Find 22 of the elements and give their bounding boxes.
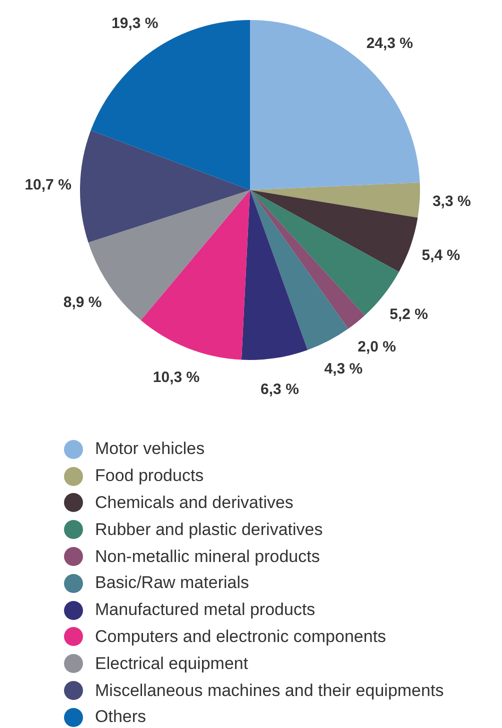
legend-label: Non-metallic mineral products: [95, 546, 320, 567]
data-label: 24,3 %: [366, 35, 414, 52]
legend-label: Miscellaneous machines and their equipments: [95, 680, 444, 701]
data-label: 8,9 %: [63, 294, 102, 312]
legend-label: Others: [95, 707, 146, 728]
legend-label: Chemicals and derivatives: [95, 492, 294, 513]
legend-label: Motor vehicles: [95, 439, 205, 460]
data-label: 19,3 %: [112, 15, 158, 32]
data-label: 2,0 %: [358, 338, 396, 356]
data-label: 10,3 %: [152, 369, 200, 386]
legend-label: Food products: [95, 466, 204, 486]
data-label: 10,7 %: [24, 176, 72, 194]
data-label: 5,4 %: [422, 247, 460, 264]
data-label: 3,3 %: [432, 193, 471, 210]
data-label: 5,2 %: [390, 306, 428, 323]
legend-label: Manufactured metal products: [95, 600, 316, 620]
legend-label: Rubber and plastic derivatives: [95, 520, 323, 540]
legend-label: Computers and electronic components: [95, 626, 386, 647]
legend-label: Electrical equipment: [95, 654, 248, 674]
data-label: 6,3 %: [260, 380, 299, 398]
data-label: 4,3 %: [324, 360, 363, 378]
legend-label: Basic/Raw materials: [95, 573, 249, 594]
